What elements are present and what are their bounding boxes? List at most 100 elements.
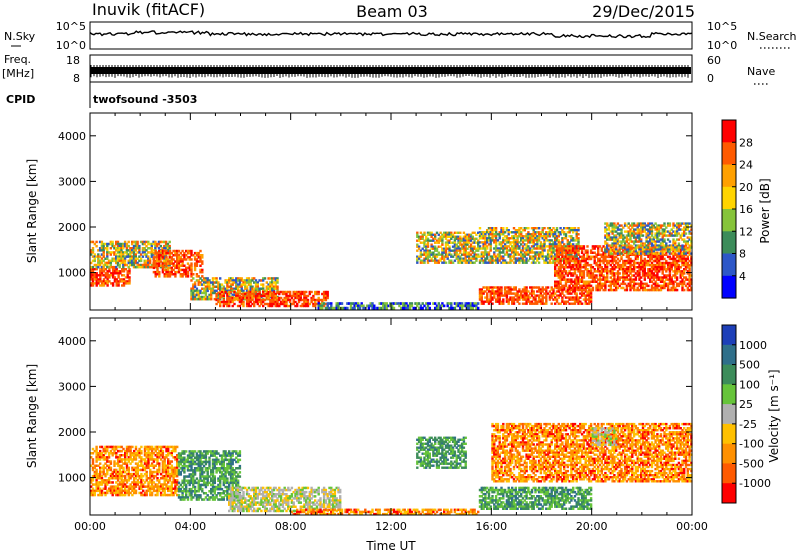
power-echo-cell [500, 300, 503, 303]
power-echo-cell [675, 263, 679, 267]
power-echo-cell [620, 257, 623, 261]
power-echo-cell [353, 306, 356, 310]
power-echo-cell [545, 300, 548, 303]
power-echo-cell [165, 273, 168, 276]
power-echo-cell [95, 265, 98, 269]
power-echo-cell [606, 242, 609, 245]
power-echo-cell [167, 262, 170, 265]
power-echo-cell [263, 277, 267, 280]
velocity-echo-cell [91, 477, 95, 480]
velocity-echo-cell [97, 474, 100, 478]
power-echo-cell [274, 281, 277, 284]
power-echo-cell [315, 302, 319, 306]
power-echo-cell [367, 306, 371, 310]
power-echo-cell [613, 230, 616, 233]
power-echo-cell [281, 300, 285, 304]
power-echo-cell [568, 290, 571, 293]
power-echo-cell [629, 259, 632, 263]
power-echo-cell [550, 249, 553, 252]
power-echo-cell [640, 234, 643, 237]
power-echo-cell [186, 251, 190, 255]
power-echo-cell [665, 226, 668, 229]
power-echo-cell [299, 298, 302, 302]
power-echo-cell [166, 242, 170, 246]
power-echo-cell [609, 255, 612, 259]
power-echo-cell [666, 234, 670, 237]
power-echo-cell [666, 250, 670, 253]
power-echo-cell [681, 288, 684, 292]
power-echo-cell [278, 290, 281, 294]
power-echo-cell [466, 302, 469, 305]
power-echo-cell [654, 236, 657, 239]
power-echo-cell [595, 280, 598, 283]
power-echo-cell [480, 237, 483, 240]
power-xticks [89, 113, 693, 310]
power-echo-cell [523, 298, 526, 301]
power-echo-cell [546, 231, 550, 234]
power-echo-cell [290, 296, 294, 300]
power-echo-cell [441, 304, 444, 308]
power-echo-cell [615, 240, 618, 243]
power-echo-cell [240, 279, 243, 282]
power-echo-cell [168, 244, 171, 248]
power-echo-cell [654, 280, 657, 283]
power-echo-cell [636, 230, 639, 233]
power-echo-cell [159, 260, 163, 263]
power-echo-cell [172, 254, 175, 257]
power-echo-cell [134, 240, 137, 244]
power-echo-cell [192, 293, 195, 297]
power-echo-cell [100, 265, 104, 269]
power-echo-cell [496, 294, 500, 297]
power-echo-cell [337, 304, 340, 308]
power-echo-cell [659, 286, 663, 290]
power-echo-cell [618, 268, 621, 271]
power-echo-cell [113, 244, 116, 248]
power-echo-cell [649, 263, 652, 267]
power-echo-cell [686, 286, 689, 290]
power-echo-cell [473, 261, 476, 264]
power-echo-cell [326, 296, 329, 300]
power-echo-cell [487, 259, 491, 262]
power-echo-cell [457, 259, 460, 262]
power-echo-cell [643, 259, 646, 263]
power-echo-cell [548, 231, 552, 234]
power-echo-cell [95, 272, 98, 275]
power-echo-cell [546, 245, 550, 248]
power-echo-cell [618, 259, 621, 263]
power-echo-cell [539, 292, 543, 295]
power-echo-cell [115, 247, 118, 250]
power-echo-cell [607, 259, 611, 263]
power-echo-cell [498, 300, 501, 303]
power-echo-cell [550, 231, 553, 234]
power-echo-cell [572, 286, 575, 290]
power-echo-cell [491, 290, 494, 293]
power-echo-cell [566, 251, 569, 254]
power-echo-cell [683, 257, 686, 261]
power-echo-cell [91, 280, 95, 283]
power-echo-cell [208, 281, 211, 284]
power-echo-cell [654, 248, 657, 251]
power-echo-cell [100, 261, 104, 265]
power-echo-cell [115, 278, 118, 281]
power-echo-cell [670, 248, 673, 251]
power-echo-cell [263, 298, 267, 302]
power-echo-cell [299, 294, 302, 298]
power-echo-cell [314, 290, 317, 294]
power-echo-cell [441, 253, 444, 256]
power-echo-cell [629, 228, 632, 231]
power-echo-cell [672, 248, 675, 251]
power-echo-cell [100, 247, 104, 250]
power-echo-cell [464, 249, 467, 252]
power-echo-cell [489, 292, 492, 295]
power-echo-cell [609, 284, 612, 288]
power-echo-cell [686, 251, 689, 254]
power-echo-cell [641, 222, 645, 225]
power-echo-cell [652, 255, 655, 259]
power-echo-cell [582, 274, 586, 277]
power-echo-cell [432, 259, 435, 262]
power-echo-cell [500, 261, 503, 264]
power-echo-cell [672, 246, 675, 249]
power-echo-cell [677, 266, 681, 269]
power-echo-cell [666, 268, 670, 271]
